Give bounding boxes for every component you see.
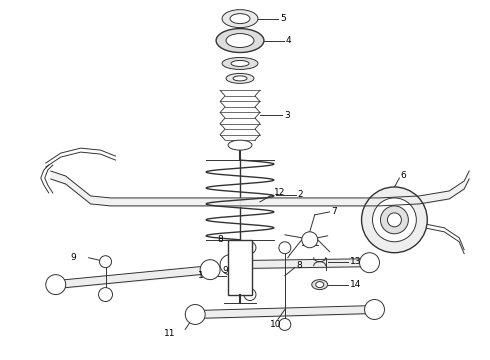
Ellipse shape [222, 58, 258, 69]
Ellipse shape [380, 206, 408, 234]
Ellipse shape [200, 260, 220, 280]
Text: 2: 2 [298, 190, 303, 199]
Ellipse shape [388, 213, 401, 227]
Text: 5: 5 [280, 14, 286, 23]
Ellipse shape [362, 187, 427, 253]
Text: 11: 11 [164, 329, 175, 338]
Ellipse shape [46, 275, 66, 294]
Ellipse shape [99, 256, 112, 268]
Text: 9: 9 [70, 253, 75, 262]
Ellipse shape [230, 14, 250, 24]
Text: 12: 12 [274, 188, 285, 197]
Text: 8: 8 [297, 261, 302, 270]
Text: 1: 1 [198, 271, 204, 280]
Text: 4: 4 [286, 36, 292, 45]
Text: 8: 8 [218, 235, 223, 244]
Ellipse shape [244, 289, 256, 301]
Text: 13: 13 [349, 257, 361, 266]
Ellipse shape [244, 242, 256, 254]
Text: 14: 14 [349, 280, 361, 289]
Text: 7: 7 [332, 207, 338, 216]
Ellipse shape [372, 198, 416, 242]
Ellipse shape [231, 60, 249, 67]
Ellipse shape [360, 253, 379, 273]
Text: 3: 3 [284, 111, 290, 120]
Ellipse shape [226, 73, 254, 84]
Ellipse shape [233, 76, 247, 81]
Ellipse shape [220, 255, 240, 275]
Text: 6: 6 [400, 171, 406, 180]
Text: 9: 9 [222, 266, 228, 275]
Bar [228, 240, 252, 294]
Ellipse shape [312, 280, 328, 289]
Ellipse shape [365, 300, 385, 319]
Text: 10: 10 [270, 320, 282, 329]
Ellipse shape [222, 10, 258, 28]
Ellipse shape [226, 33, 254, 48]
Ellipse shape [279, 319, 291, 330]
Ellipse shape [316, 282, 324, 288]
Ellipse shape [98, 288, 113, 302]
Ellipse shape [216, 28, 264, 53]
Ellipse shape [302, 232, 318, 248]
Ellipse shape [185, 305, 205, 324]
Ellipse shape [279, 242, 291, 254]
Ellipse shape [228, 140, 252, 150]
